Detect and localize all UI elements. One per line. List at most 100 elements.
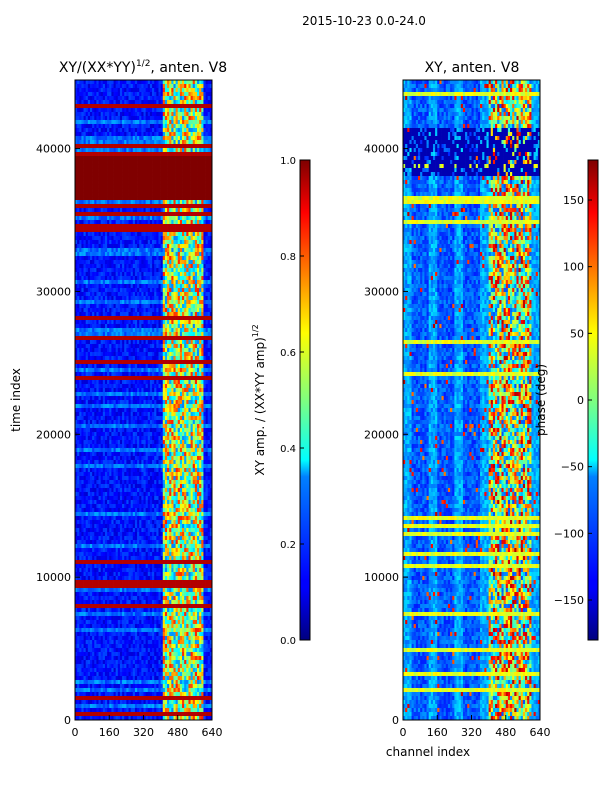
heatmap-cell xyxy=(182,100,185,105)
heatmap-cell xyxy=(130,200,134,205)
heatmap-cell xyxy=(87,88,91,93)
heatmap-cell xyxy=(98,88,102,93)
heatmap-cell xyxy=(132,104,136,109)
heatmap-cell xyxy=(111,364,114,369)
heatmap-cell xyxy=(143,288,146,293)
heatmap-cell xyxy=(188,112,191,117)
heatmap-cell xyxy=(160,312,164,317)
heatmap-cell xyxy=(117,364,121,369)
heatmap-cell xyxy=(137,304,140,309)
heatmap-cell xyxy=(171,300,174,305)
heatmap-cell xyxy=(152,100,155,105)
heatmap-cell xyxy=(207,240,211,245)
heatmap-cell xyxy=(194,108,198,113)
heatmap-cell xyxy=(81,380,84,385)
heatmap-cell xyxy=(111,356,114,361)
heatmap-cell xyxy=(75,304,78,309)
heatmap-cell xyxy=(85,80,89,85)
heatmap-cell xyxy=(149,388,153,393)
heatmap-cell xyxy=(209,148,213,153)
heatmap-cell xyxy=(79,364,82,369)
heatmap-cell xyxy=(162,168,166,173)
heatmap-cell xyxy=(182,232,185,237)
heatmap-cell xyxy=(149,352,153,357)
heatmap-cell xyxy=(201,224,204,229)
heatmap-cell xyxy=(160,240,164,245)
heatmap-cell xyxy=(109,324,112,329)
heatmap-cell xyxy=(190,104,194,109)
heatmap-cell xyxy=(164,280,168,285)
heatmap-cell xyxy=(77,208,80,213)
heatmap-cell xyxy=(145,180,149,185)
heatmap-cell xyxy=(92,152,95,157)
heatmap-cell xyxy=(102,112,106,117)
heatmap-cell xyxy=(94,216,97,221)
heatmap-cell xyxy=(85,232,89,237)
heatmap-cell xyxy=(160,124,164,129)
heatmap-cell xyxy=(156,160,159,165)
heatmap-cell xyxy=(145,216,149,221)
heatmap-cell xyxy=(126,332,129,337)
heatmap-cell xyxy=(194,288,198,293)
heatmap-cell xyxy=(179,136,183,141)
heatmap-cell xyxy=(182,200,185,205)
heatmap-cell xyxy=(132,340,136,345)
heatmap-cell xyxy=(119,148,123,153)
heatmap-cell xyxy=(111,124,114,129)
heatmap-cell xyxy=(177,168,181,173)
heatmap-cell xyxy=(104,252,108,257)
heatmap-cell xyxy=(85,136,89,141)
heatmap-cell xyxy=(89,224,93,229)
heatmap-cell xyxy=(87,148,91,153)
heatmap-cell xyxy=(111,116,114,121)
heatmap-cell xyxy=(201,272,204,277)
heatmap-cell xyxy=(102,88,106,93)
heatmap-cell xyxy=(205,320,209,325)
heatmap-cell xyxy=(98,268,102,273)
heatmap-cell xyxy=(184,164,187,169)
heatmap-cell xyxy=(158,276,161,281)
heatmap-cell xyxy=(98,144,102,149)
heatmap-cell xyxy=(75,308,78,313)
heatmap-cell xyxy=(145,120,149,125)
heatmap-cell xyxy=(137,296,140,301)
heatmap-cell xyxy=(87,364,91,369)
heatmap-cell xyxy=(167,200,170,205)
heatmap-cell xyxy=(94,152,97,157)
heatmap-cell xyxy=(184,160,187,165)
heatmap-cell xyxy=(94,112,97,117)
heatmap-cell xyxy=(130,328,134,333)
heatmap-cell xyxy=(182,332,185,337)
heatmap-cell xyxy=(190,124,194,129)
heatmap-cell xyxy=(81,276,84,281)
heatmap-cell xyxy=(94,212,97,217)
heatmap-cell xyxy=(143,88,146,93)
heatmap-cell xyxy=(201,188,204,193)
heatmap-cell xyxy=(186,96,189,101)
heatmap-cell xyxy=(104,264,108,269)
heatmap-cell xyxy=(194,296,198,301)
heatmap-cell xyxy=(94,340,97,345)
heatmap-cell xyxy=(199,140,202,145)
heatmap-cell xyxy=(192,240,196,245)
heatmap-cell xyxy=(182,204,185,209)
heatmap-cell xyxy=(160,252,164,257)
heatmap-cell xyxy=(119,84,123,89)
heatmap-cell xyxy=(132,160,136,165)
heatmap-cell xyxy=(92,388,95,393)
heatmap-cell xyxy=(145,160,149,165)
heatmap-cell xyxy=(134,372,138,377)
heatmap-cell xyxy=(160,196,164,201)
heatmap-cell xyxy=(75,156,78,161)
heatmap-cell xyxy=(188,388,191,393)
heatmap-cell xyxy=(83,180,87,185)
heatmap-cell xyxy=(113,124,117,129)
heatmap-cell xyxy=(156,140,159,145)
heatmap-cell xyxy=(169,192,172,197)
heatmap-cell xyxy=(188,384,191,389)
heatmap-cell xyxy=(134,316,138,321)
heatmap-cell xyxy=(145,200,149,205)
heatmap-cell xyxy=(160,92,164,97)
heatmap-cell xyxy=(81,344,84,349)
heatmap-cell xyxy=(137,312,140,317)
